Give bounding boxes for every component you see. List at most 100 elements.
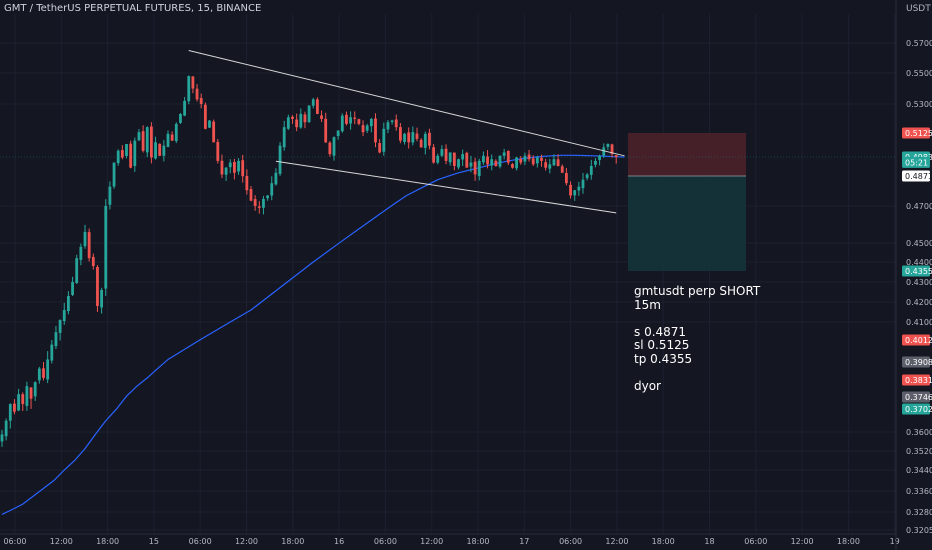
y-tick-label: 0.5500	[906, 69, 932, 78]
candle-body	[158, 143, 162, 156]
candle-body	[311, 99, 315, 106]
candle-body	[183, 100, 186, 116]
candle-body	[87, 232, 91, 259]
candle-body	[199, 98, 203, 104]
candle-body	[340, 115, 344, 132]
candle-body	[29, 387, 33, 399]
price-tag: 0.4012	[902, 334, 932, 346]
svg-text:0.4012: 0.4012	[905, 336, 932, 345]
candle-body	[386, 122, 390, 130]
x-tick-label: 12:00	[50, 537, 73, 546]
y-tick-label: 0.3440	[906, 466, 932, 475]
svg-text:0.4355: 0.4355	[905, 267, 932, 276]
lower-trendline[interactable]	[275, 160, 617, 214]
svg-text:05:21: 05:21	[905, 158, 928, 167]
candle-body	[299, 113, 303, 128]
candle-body	[403, 133, 406, 143]
svg-text:0.3831: 0.3831	[905, 376, 932, 385]
candle-body	[170, 134, 174, 141]
x-tick-label: 18:00	[837, 537, 860, 546]
candle-body	[67, 296, 70, 312]
candle-body	[150, 126, 153, 158]
candle-body	[569, 184, 572, 196]
candle-body	[25, 386, 29, 406]
y-tick-label: 0.5700	[906, 39, 932, 48]
price-tag: 0.3831	[902, 374, 932, 386]
candle-body	[465, 152, 469, 168]
candle-body	[79, 246, 83, 260]
y-tick-label: 0.3520	[906, 447, 932, 456]
candle-body	[220, 160, 224, 175]
candle-body	[224, 167, 228, 175]
price-unit-label[interactable]: USDT	[906, 4, 931, 14]
candle-body	[502, 152, 506, 156]
y-tick-label: 0.4200	[906, 298, 932, 307]
candle-body	[303, 114, 307, 123]
price-tag: 0.4355	[902, 265, 932, 277]
candle-body	[469, 162, 473, 167]
take-profit-zone	[628, 176, 746, 271]
candle-body	[270, 183, 274, 196]
candle-body	[216, 141, 220, 161]
candle-body	[506, 150, 510, 163]
candle-body	[324, 118, 328, 143]
candle-body	[241, 160, 245, 177]
price-tag: 0.3746	[902, 391, 932, 403]
candle-body	[432, 147, 435, 163]
candle-body	[486, 156, 489, 165]
candle-body	[606, 143, 610, 147]
candle-body	[274, 172, 278, 185]
candle-body	[257, 206, 261, 208]
candle-body	[357, 119, 361, 124]
candle-body	[407, 132, 411, 143]
candle-body	[552, 159, 556, 166]
candle-body	[295, 119, 299, 128]
candle-body	[58, 320, 62, 333]
candle-body	[162, 145, 166, 156]
x-tick-label: 18:00	[96, 537, 119, 546]
candle-body	[332, 137, 336, 156]
candle-body	[120, 150, 124, 158]
candle-body	[365, 125, 369, 131]
trade-note: gmtusdt perp SHORT 15m s 0.4871 sl 0.512…	[634, 284, 761, 393]
candle-body	[129, 143, 133, 168]
candle-body	[490, 159, 494, 166]
y-tick-label: 0.3205	[906, 526, 932, 535]
x-tick-label: 18	[704, 537, 714, 546]
candle-body	[17, 394, 20, 411]
candle-body	[179, 113, 182, 123]
x-tick-label: 06:00	[744, 537, 767, 546]
candle-body	[13, 403, 16, 412]
x-tick-label: 12:00	[420, 537, 443, 546]
candle-body	[187, 76, 191, 102]
x-tick-label: 18:00	[281, 537, 304, 546]
candle-body	[444, 148, 448, 161]
x-tick-label: 18:00	[652, 537, 675, 546]
candle-body	[62, 310, 66, 322]
svg-text:0.5125: 0.5125	[905, 129, 932, 138]
y-tick-label: 0.4300	[906, 278, 932, 287]
price-axis[interactable]: 0.57000.55000.53000.47000.45000.44000.43…	[895, 0, 932, 550]
candle-body	[108, 186, 112, 205]
grid-lines	[0, 14, 896, 534]
upper-trendline[interactable]	[188, 50, 625, 157]
y-tick-label: 0.4400	[906, 258, 932, 267]
x-tick-label: 06:00	[374, 537, 397, 546]
candle-body	[228, 162, 232, 168]
candle-body	[262, 198, 265, 208]
candle-body	[336, 130, 340, 137]
y-tick-label: 0.3360	[906, 487, 932, 496]
candle-body	[361, 125, 365, 133]
candle-body	[212, 121, 216, 143]
y-tick-label: 0.3600	[906, 428, 932, 437]
candle-body	[245, 176, 249, 191]
candle-body	[307, 105, 311, 123]
candle-body	[266, 195, 269, 199]
time-axis[interactable]: 06:00 12:00 18:00 15 06:00 12:00 18:00 16 06:00 1…	[0, 533, 900, 546]
candle-body	[203, 104, 207, 129]
candle-body	[137, 132, 141, 141]
candle-body	[390, 120, 394, 123]
position-zones	[628, 133, 746, 271]
candle-body	[440, 149, 444, 156]
